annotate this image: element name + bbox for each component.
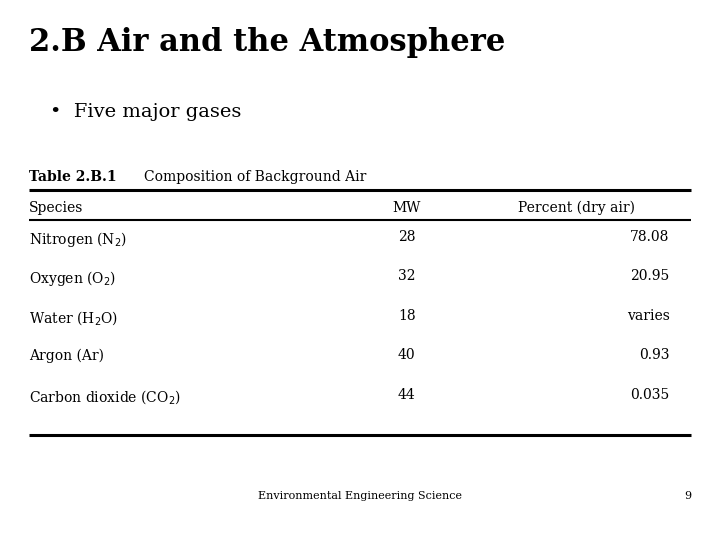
Text: Percent (dry air): Percent (dry air) bbox=[518, 201, 635, 215]
Text: •  Five major gases: • Five major gases bbox=[50, 103, 242, 120]
Text: Oxygen (O$_2$): Oxygen (O$_2$) bbox=[29, 269, 116, 288]
Text: 0.035: 0.035 bbox=[630, 388, 670, 402]
Text: Composition of Background Air: Composition of Background Air bbox=[144, 170, 366, 184]
Text: Environmental Engineering Science: Environmental Engineering Science bbox=[258, 491, 462, 502]
Text: 40: 40 bbox=[398, 348, 415, 362]
Text: 18: 18 bbox=[398, 309, 415, 323]
Text: 78.08: 78.08 bbox=[630, 230, 670, 244]
Text: 28: 28 bbox=[398, 230, 415, 244]
Text: Species: Species bbox=[29, 201, 84, 215]
Text: 32: 32 bbox=[398, 269, 415, 284]
Text: Water (H$_2$O): Water (H$_2$O) bbox=[29, 309, 118, 327]
Text: 0.93: 0.93 bbox=[639, 348, 670, 362]
Text: MW: MW bbox=[392, 201, 421, 215]
Text: 44: 44 bbox=[398, 388, 415, 402]
Text: 9: 9 bbox=[684, 491, 691, 502]
Text: 2.B Air and the Atmosphere: 2.B Air and the Atmosphere bbox=[29, 27, 505, 58]
Text: Argon (Ar): Argon (Ar) bbox=[29, 348, 104, 363]
Text: Table 2.B.1: Table 2.B.1 bbox=[29, 170, 117, 184]
Text: 20.95: 20.95 bbox=[630, 269, 670, 284]
Text: Nitrogen (N$_2$): Nitrogen (N$_2$) bbox=[29, 230, 127, 249]
Text: varies: varies bbox=[626, 309, 670, 323]
Text: Carbon dioxide (CO$_2$): Carbon dioxide (CO$_2$) bbox=[29, 388, 181, 406]
